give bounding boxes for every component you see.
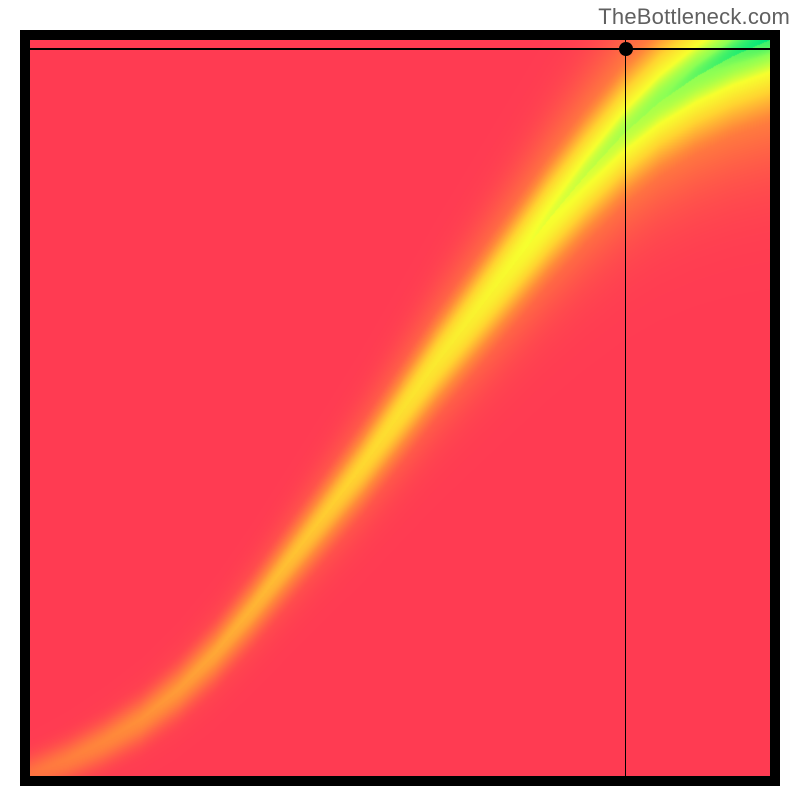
watermark-text: TheBottleneck.com: [598, 4, 790, 30]
chart-container: TheBottleneck.com: [0, 0, 800, 800]
marker-dot: [619, 42, 633, 56]
crosshair-horizontal: [30, 48, 770, 49]
plot-frame: [20, 30, 780, 786]
crosshair-vertical: [625, 40, 626, 776]
